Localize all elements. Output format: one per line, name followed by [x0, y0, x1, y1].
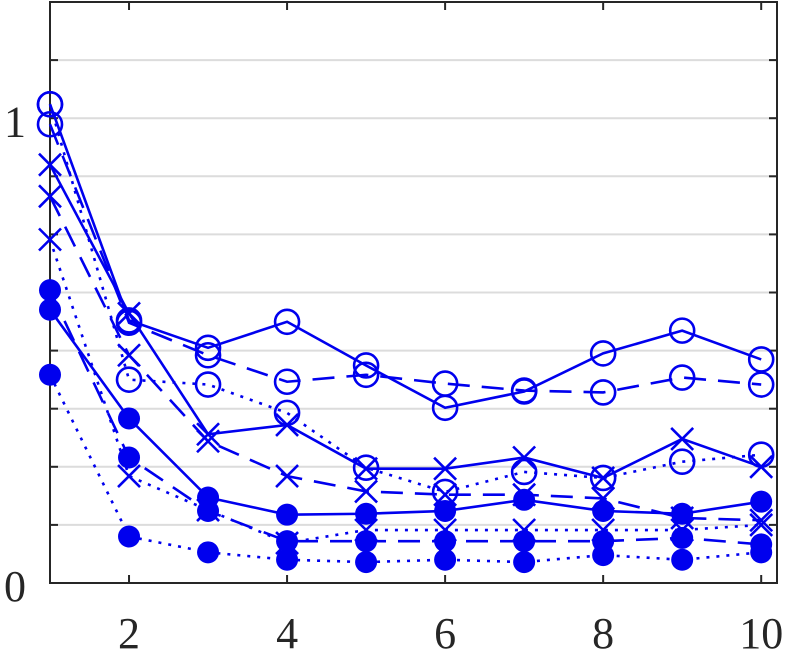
- marker: [194, 334, 222, 362]
- marker: [352, 352, 380, 379]
- marker: [749, 454, 774, 479]
- marker: [433, 482, 458, 507]
- marker: [196, 422, 220, 447]
- y-tick-label: 0: [4, 562, 26, 611]
- marker: [355, 530, 378, 553]
- marker: [197, 541, 220, 564]
- marker: [671, 502, 694, 525]
- marker: [431, 370, 459, 397]
- marker: [352, 361, 380, 389]
- series-line: [48, 164, 762, 480]
- marker: [273, 368, 301, 396]
- marker: [39, 298, 61, 321]
- marker: [36, 90, 64, 118]
- series-line: [48, 308, 762, 516]
- marker: [671, 526, 694, 549]
- marker: [589, 464, 617, 492]
- marker: [513, 488, 536, 511]
- marker: [39, 363, 61, 386]
- marker: [39, 279, 61, 302]
- marker: [276, 503, 299, 526]
- marker: [197, 499, 220, 522]
- marker: [591, 466, 616, 490]
- marker: [592, 544, 615, 567]
- marker: [118, 407, 141, 430]
- marker: [38, 227, 62, 252]
- marker: [273, 308, 301, 336]
- marker: [194, 371, 222, 398]
- series-line: [48, 103, 762, 494]
- marker: [276, 548, 299, 571]
- marker: [118, 525, 141, 548]
- marker: [38, 184, 62, 209]
- marker: [194, 341, 222, 369]
- marker: [196, 429, 220, 454]
- x-tick-label: 4: [276, 609, 298, 658]
- marker: [512, 445, 537, 470]
- marker: [510, 377, 538, 404]
- marker: [749, 508, 774, 533]
- marker: [276, 530, 299, 553]
- marker: [355, 551, 378, 574]
- marker: [275, 464, 299, 489]
- marker: [355, 502, 378, 525]
- marker: [434, 548, 457, 571]
- marker: [273, 399, 301, 427]
- marker: [592, 499, 615, 522]
- marker: [749, 512, 774, 537]
- series-line: [48, 123, 762, 394]
- marker: [589, 379, 617, 406]
- marker: [117, 301, 141, 326]
- x-tick-label: 8: [592, 609, 614, 658]
- marker: [38, 152, 62, 177]
- marker: [750, 541, 773, 564]
- marker: [668, 317, 696, 344]
- series-line: [48, 195, 762, 522]
- marker: [510, 458, 538, 486]
- series-line: [48, 103, 762, 410]
- marker: [589, 340, 617, 367]
- marker: [118, 446, 141, 469]
- x-tick-label: 2: [118, 609, 140, 658]
- marker: [434, 530, 457, 553]
- marker: [36, 110, 64, 138]
- marker: [670, 426, 695, 451]
- marker: [117, 464, 141, 489]
- marker: [433, 456, 458, 481]
- marker: [750, 490, 773, 513]
- marker: [671, 548, 694, 571]
- series-line: [48, 374, 762, 564]
- marker: [434, 499, 457, 522]
- marker: [668, 448, 696, 475]
- y-tick-label: 1: [4, 97, 26, 146]
- marker: [354, 479, 379, 504]
- marker: [747, 371, 775, 398]
- marker: [354, 456, 379, 481]
- marker: [513, 551, 536, 574]
- x-tick-label: 10: [739, 609, 783, 658]
- marker: [117, 343, 141, 368]
- x-tick-label: 6: [434, 609, 456, 658]
- marker: [275, 413, 299, 437]
- marker: [115, 366, 143, 393]
- marker: [668, 364, 696, 391]
- series-line: [48, 289, 762, 546]
- series-line: [48, 239, 762, 545]
- marker: [513, 530, 536, 553]
